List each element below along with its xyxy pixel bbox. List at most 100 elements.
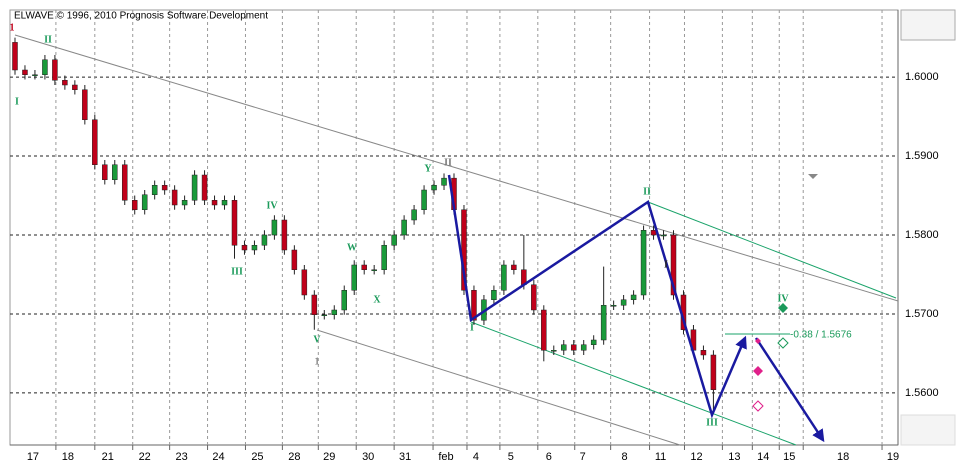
candle-body xyxy=(371,269,377,271)
x-tick-label: 19 xyxy=(887,451,899,463)
y-tick-label: 1.6000 xyxy=(905,71,939,83)
candle-body xyxy=(211,200,218,206)
candle-body xyxy=(600,305,607,341)
wave-projection xyxy=(754,337,825,443)
candle-body xyxy=(42,59,48,75)
candle-body xyxy=(341,290,347,311)
x-tick-label: 17 xyxy=(27,451,39,463)
candle-body xyxy=(191,174,198,201)
target-marker xyxy=(753,366,763,376)
candle-body xyxy=(351,264,357,291)
candle-body xyxy=(381,245,387,270)
candle-body xyxy=(201,174,208,201)
candle-body xyxy=(62,80,68,86)
candle-body xyxy=(610,305,617,307)
candle-body xyxy=(401,219,407,236)
chart-title: ELWAVE © 1996, 2010 Prognosis Software D… xyxy=(14,11,268,22)
y-tick-label: 1.5800 xyxy=(905,229,939,241)
candle-body xyxy=(531,284,537,311)
x-tick-label: 6 xyxy=(546,451,552,463)
scroll-marker xyxy=(808,174,818,179)
candle-body xyxy=(171,189,178,206)
candle-body xyxy=(311,294,318,315)
wave-path xyxy=(447,174,825,443)
wave-label: II xyxy=(44,34,52,45)
candle-body xyxy=(431,185,437,191)
candle-body xyxy=(590,339,597,345)
wave-label: IV xyxy=(266,200,278,211)
annotation: -0.38 / 1.5676 xyxy=(790,330,852,341)
candle-body xyxy=(361,264,367,270)
x-tick-label: 24 xyxy=(212,451,224,463)
candle-body xyxy=(321,314,328,316)
x-tick-label: 7 xyxy=(580,451,586,463)
plot-area xyxy=(9,9,899,446)
x-tick-label: feb xyxy=(438,451,453,463)
candle-body xyxy=(82,89,88,120)
candle-body xyxy=(541,309,547,351)
wave-label: II xyxy=(444,157,452,168)
candle-body xyxy=(131,200,138,210)
candle-body xyxy=(251,245,258,251)
candle-body xyxy=(501,264,507,291)
x-tick-label: 18 xyxy=(837,451,849,463)
y-tick-label: 1.5600 xyxy=(905,387,939,399)
candle-body xyxy=(291,249,298,270)
candle-body xyxy=(92,119,98,165)
candle-body xyxy=(141,194,148,210)
candle-body xyxy=(441,177,447,186)
candle-body xyxy=(620,299,627,306)
wave-label: III xyxy=(706,417,718,428)
candle-body xyxy=(710,354,717,390)
corner-box xyxy=(900,9,956,41)
wave-label: 1 xyxy=(10,22,15,33)
x-tick-label: 31 xyxy=(399,451,411,463)
wave-projection xyxy=(447,174,747,419)
x-tick-label: 4 xyxy=(473,451,479,463)
target-marker xyxy=(777,337,789,349)
target-marker xyxy=(752,400,764,412)
candle-body xyxy=(421,189,427,210)
y-tick-label: 1.5900 xyxy=(905,150,939,162)
candle-body xyxy=(331,309,338,315)
candle-body xyxy=(261,234,268,246)
x-tick-label: 29 xyxy=(323,451,335,463)
candle-body xyxy=(630,294,637,300)
candle-body xyxy=(670,234,677,296)
candle-body xyxy=(221,200,228,206)
wave-label: IV xyxy=(777,293,789,304)
candle-body xyxy=(640,230,647,296)
candle-body xyxy=(491,290,497,300)
candle-body xyxy=(72,84,78,90)
wave-label: I xyxy=(664,259,668,270)
x-tick-label: 21 xyxy=(102,451,114,463)
x-tick-label: 11 xyxy=(655,451,666,463)
x-tick-label: 12 xyxy=(690,451,702,463)
candle-body xyxy=(561,344,567,351)
candle-body xyxy=(22,69,28,75)
channel-line xyxy=(470,321,797,446)
trend-line xyxy=(316,329,681,446)
candle-body xyxy=(551,350,557,352)
candle-body xyxy=(700,350,707,356)
corner-box xyxy=(900,414,956,446)
target-marker xyxy=(778,303,788,313)
candle-body xyxy=(241,245,248,251)
x-tick-label: 18 xyxy=(62,451,74,463)
x-tick-label: 22 xyxy=(139,451,151,463)
wave-label: V xyxy=(313,334,321,345)
candle-body xyxy=(511,264,517,270)
candle-body xyxy=(411,209,417,221)
x-tick-label: 14 xyxy=(757,451,769,463)
candle-body xyxy=(660,234,667,237)
wave-label: I xyxy=(15,96,19,107)
wave-label: Y xyxy=(424,163,432,174)
candle-body xyxy=(271,219,278,236)
x-tick-label: 30 xyxy=(362,451,374,463)
trend-lines xyxy=(14,34,899,446)
candle-body xyxy=(121,164,128,201)
x-tick-label: 13 xyxy=(728,451,740,463)
candle-body xyxy=(112,164,118,180)
candle-body xyxy=(580,344,587,351)
wave-label: II xyxy=(643,186,651,197)
